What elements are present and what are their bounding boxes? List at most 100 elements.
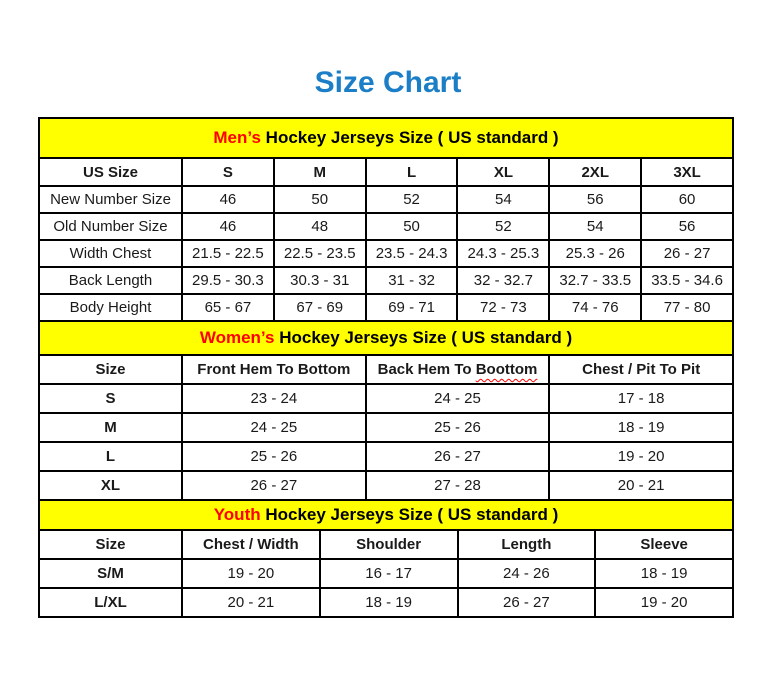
womens-row-label: S: [38, 383, 183, 414]
mens-header-row: US Size S M L XL 2XL 3XL: [38, 157, 734, 187]
womens-cell: 19 - 20: [548, 441, 734, 472]
mens-cell: 60: [640, 185, 734, 214]
womens-header-typo-word: Boottom: [475, 361, 538, 378]
youth-section-prefix: Youth: [213, 505, 261, 524]
mens-cell: 21.5 - 22.5: [181, 239, 275, 268]
mens-header-cell: L: [364, 157, 459, 187]
womens-row-label: XL: [38, 470, 183, 501]
youth-cell: 20 - 21: [181, 587, 321, 618]
mens-row-label: Body Height: [38, 293, 183, 322]
table-row: S/M 19 - 20 16 - 17 24 - 26 18 - 19: [38, 558, 734, 589]
mens-cell: 30.3 - 31: [272, 266, 367, 295]
mens-cell: 54: [548, 212, 643, 241]
size-chart: Men’s Hockey Jerseys Size ( US standard …: [38, 117, 734, 618]
table-row: S 23 - 24 24 - 25 17 - 18: [38, 383, 734, 414]
womens-cell: 18 - 19: [548, 412, 734, 443]
youth-cell: 19 - 20: [181, 558, 321, 589]
mens-cell: 46: [181, 212, 275, 241]
table-row: New Number Size 46 50 52 54 56 60: [38, 185, 734, 214]
mens-cell: 52: [456, 212, 551, 241]
mens-cell: 46: [181, 185, 275, 214]
youth-header-cell: Chest / Width: [181, 529, 321, 560]
womens-cell: 26 - 27: [364, 441, 551, 472]
youth-size-table: Youth Hockey Jerseys Size ( US standard …: [38, 499, 734, 618]
table-row: L 25 - 26 26 - 27 19 - 20: [38, 441, 734, 472]
youth-cell: 26 - 27: [456, 587, 597, 618]
youth-cell: 19 - 20: [594, 587, 734, 618]
youth-header-cell: Size: [38, 529, 183, 560]
womens-header-cell: Size: [38, 354, 183, 385]
mens-cell: 22.5 - 23.5: [272, 239, 367, 268]
womens-cell: 25 - 26: [364, 412, 551, 443]
womens-cell: 25 - 26: [181, 441, 367, 472]
table-row: Width Chest 21.5 - 22.5 22.5 - 23.5 23.5…: [38, 239, 734, 268]
table-row: L/XL 20 - 21 18 - 19 26 - 27 19 - 20: [38, 587, 734, 618]
mens-section-title: Men’s Hockey Jerseys Size ( US standard …: [38, 117, 734, 159]
mens-header-cell: S: [181, 157, 275, 187]
mens-section-prefix: Men’s: [213, 128, 261, 147]
womens-cell: 26 - 27: [181, 470, 367, 501]
mens-cell: 29.5 - 30.3: [181, 266, 275, 295]
mens-cell: 65 - 67: [181, 293, 275, 322]
youth-header-cell: Sleeve: [594, 529, 734, 560]
youth-row-label: S/M: [38, 558, 183, 589]
mens-row-label: New Number Size: [38, 185, 183, 214]
table-row: Back Length 29.5 - 30.3 30.3 - 31 31 - 3…: [38, 266, 734, 295]
mens-row-label: Width Chest: [38, 239, 183, 268]
mens-cell: 26 - 27: [640, 239, 734, 268]
table-row: Old Number Size 46 48 50 52 54 56: [38, 212, 734, 241]
womens-section-band: Women’s Hockey Jerseys Size ( US standar…: [38, 320, 734, 356]
womens-header-cell: Back Hem To Boottom: [364, 354, 551, 385]
mens-row-label: Old Number Size: [38, 212, 183, 241]
mens-header-cell: 2XL: [548, 157, 643, 187]
womens-section-rest: Hockey Jerseys Size ( US standard ): [279, 328, 573, 347]
mens-cell: 50: [364, 212, 459, 241]
mens-cell: 32 - 32.7: [456, 266, 551, 295]
mens-cell: 48: [272, 212, 367, 241]
page-title: Size Chart: [314, 66, 462, 99]
mens-cell: 32.7 - 33.5: [548, 266, 643, 295]
youth-section-title: Youth Hockey Jerseys Size ( US standard …: [38, 499, 734, 531]
mens-cell: 67 - 69: [272, 293, 367, 322]
womens-size-table: Women’s Hockey Jerseys Size ( US standar…: [38, 320, 734, 501]
mens-cell: 25.3 - 26: [548, 239, 643, 268]
mens-cell: 72 - 73: [456, 293, 551, 322]
mens-cell: 50: [272, 185, 367, 214]
womens-cell: 17 - 18: [548, 383, 734, 414]
womens-row-label: M: [38, 412, 183, 443]
youth-row-label: L/XL: [38, 587, 183, 618]
mens-header-cell: 3XL: [640, 157, 734, 187]
mens-cell: 69 - 71: [364, 293, 459, 322]
youth-header-cell: Shoulder: [318, 529, 459, 560]
womens-header-cell: Front Hem To Bottom: [181, 354, 367, 385]
mens-header-cell: XL: [456, 157, 551, 187]
youth-header-cell: Length: [456, 529, 597, 560]
mens-section-band: Men’s Hockey Jerseys Size ( US standard …: [38, 117, 734, 159]
mens-cell: 56: [640, 212, 734, 241]
mens-cell: 77 - 80: [640, 293, 734, 322]
table-row: M 24 - 25 25 - 26 18 - 19: [38, 412, 734, 443]
womens-cell: 24 - 25: [364, 383, 551, 414]
youth-cell: 24 - 26: [456, 558, 597, 589]
mens-cell: 56: [548, 185, 643, 214]
womens-section-prefix: Women’s: [199, 328, 275, 347]
mens-cell: 24.3 - 25.3: [456, 239, 551, 268]
youth-header-row: Size Chest / Width Shoulder Length Sleev…: [38, 529, 734, 560]
womens-cell: 24 - 25: [181, 412, 367, 443]
womens-cell: 23 - 24: [181, 383, 367, 414]
youth-section-band: Youth Hockey Jerseys Size ( US standard …: [38, 499, 734, 531]
mens-cell: 54: [456, 185, 551, 214]
mens-cell: 33.5 - 34.6: [640, 266, 734, 295]
mens-cell: 31 - 32: [364, 266, 459, 295]
womens-row-label: L: [38, 441, 183, 472]
womens-section-title: Women’s Hockey Jerseys Size ( US standar…: [38, 320, 734, 356]
mens-header-cell: M: [272, 157, 367, 187]
table-row: XL 26 - 27 27 - 28 20 - 21: [38, 470, 734, 501]
mens-size-table: Men’s Hockey Jerseys Size ( US standard …: [38, 117, 734, 322]
table-row: Body Height 65 - 67 67 - 69 69 - 71 72 -…: [38, 293, 734, 322]
womens-header-cell: Chest / Pit To Pit: [548, 354, 734, 385]
womens-header-row: Size Front Hem To Bottom Back Hem To Boo…: [38, 354, 734, 385]
youth-section-rest: Hockey Jerseys Size ( US standard ): [265, 505, 559, 524]
womens-header-typo-prefix: Back Hem To: [377, 361, 476, 378]
mens-cell: 23.5 - 24.3: [364, 239, 459, 268]
